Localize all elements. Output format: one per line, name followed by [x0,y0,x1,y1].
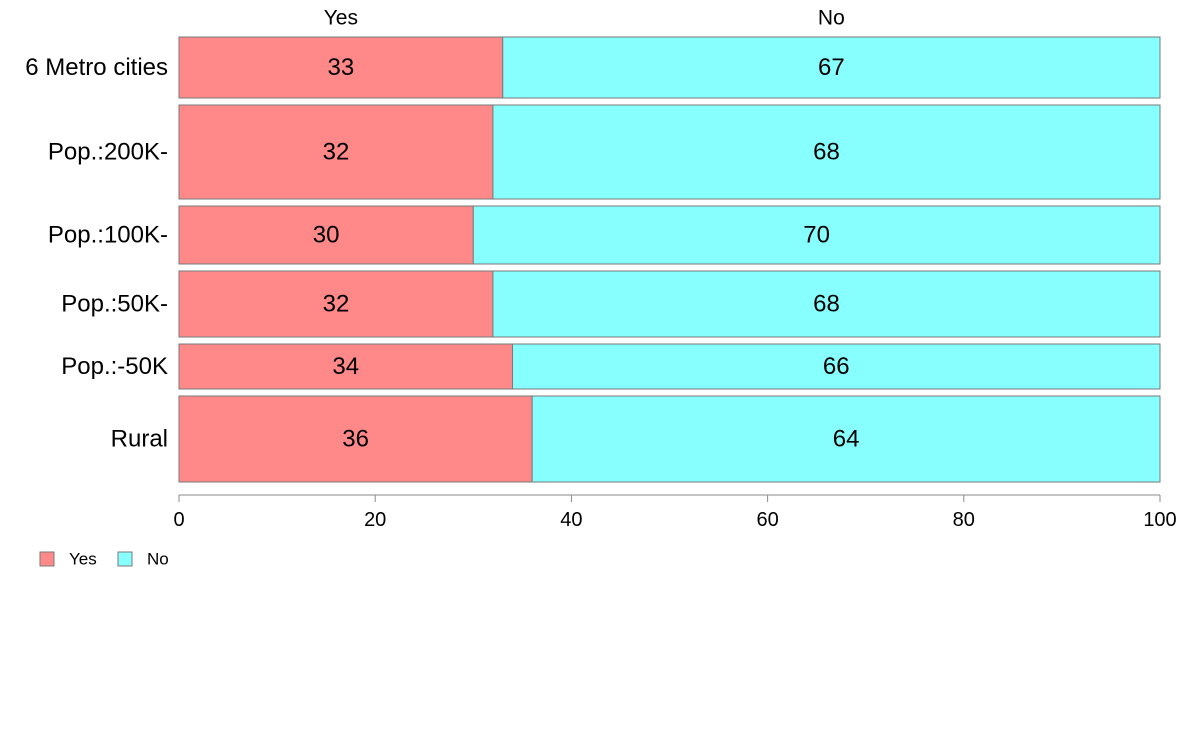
data-label-yes: 33 [328,54,355,81]
bar-row-pop-50k: Pop.:-50K 34 66 [61,343,1161,390]
legend-item-no: No [117,550,169,569]
x-axis: 0 20 40 60 80 100 [173,494,1177,531]
legend: Yes No [39,550,169,569]
data-label-no: 68 [813,139,840,166]
bar-segment-no [531,395,1161,483]
top-label-no: No [818,7,845,30]
legend-swatch [117,551,133,567]
bar-row-rural: Rural 36 64 [111,395,1161,483]
bar-row-6-metro-cities: 6 Metro cities 33 67 [25,36,1161,99]
data-label-yes: 30 [313,222,340,249]
bar-segment-yes [178,343,514,390]
category-label: 6 Metro cities [25,54,168,81]
bar-rows: 6 Metro cities 33 67 Pop.:200K- 32 68 Pop.:100… [25,36,1161,483]
category-label: Pop.:100K- [48,222,168,249]
legend-label: Yes [69,550,97,569]
bar-segment-yes [178,270,494,338]
bar-segment-yes [178,36,504,99]
legend-item-yes: Yes [39,550,97,569]
bar-segment-no [512,343,1161,390]
x-tick-label: 40 [560,509,582,531]
x-tick-label: 80 [953,509,975,531]
data-label-yes: 32 [323,291,350,318]
top-label-yes: Yes [324,7,358,30]
legend-label: No [147,550,169,569]
bar-segment-no [502,36,1161,99]
data-label-yes: 34 [332,353,359,380]
data-label-yes: 32 [323,139,350,166]
data-label-no: 67 [818,54,845,81]
category-label: Rural [111,426,168,453]
x-tick-label: 20 [364,509,386,531]
bar-segment-no [492,270,1161,338]
legend-swatch [39,551,55,567]
data-label-no: 66 [823,353,850,380]
data-label-no: 64 [833,426,860,453]
x-tick-label: 100 [1143,509,1176,531]
bar-segment-no [492,104,1161,200]
bar-row-pop-200k: Pop.:200K- 32 68 [48,104,1161,200]
bar-segment-no [472,205,1161,265]
top-category-labels: Yes No [324,7,845,30]
data-label-no: 68 [813,291,840,318]
bar-segment-yes [178,104,494,200]
category-label: Pop.:-50K [61,353,168,380]
data-label-yes: 36 [342,426,369,453]
data-label-no: 70 [803,222,830,249]
x-tick-label: 60 [756,509,778,531]
category-label: Pop.:200K- [48,139,168,166]
bar-row-pop-50k: Pop.:50K- 32 68 [61,270,1161,338]
bar-row-pop-100k: Pop.:100K- 30 70 [48,205,1161,265]
category-label: Pop.:50K- [61,291,168,318]
x-tick-label: 0 [173,509,184,531]
bar-segment-yes [178,205,474,265]
